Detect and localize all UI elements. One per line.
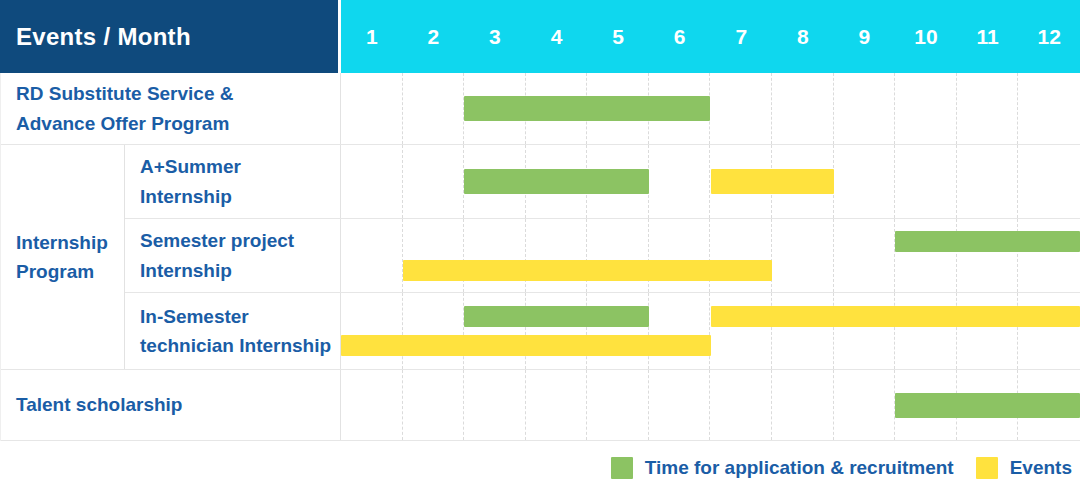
grid-cell — [957, 293, 1019, 369]
month-label-6: 6 — [649, 0, 711, 73]
bar-track — [341, 260, 1080, 281]
bar-track — [341, 231, 1080, 252]
label-line: A+Summer — [140, 152, 332, 181]
month-label-8: 8 — [772, 0, 834, 73]
row-semester-project: Semester projectInternship — [125, 219, 1080, 293]
month-label-10: 10 — [895, 0, 957, 73]
month-label-7: 7 — [710, 0, 772, 73]
semester-project-label: Semester projectInternship — [125, 219, 341, 292]
label-line: Advance Offer Program — [16, 109, 332, 138]
label-line: RD Substitute Service & — [16, 79, 332, 108]
application-swatch-icon — [611, 457, 633, 479]
row-talent-scholarship: Talent scholarship — [1, 370, 1080, 441]
gantt-bar-event — [341, 335, 711, 356]
grid-cell — [587, 293, 649, 369]
grid-cell — [834, 293, 896, 369]
month-label-12: 12 — [1018, 0, 1080, 73]
label-line: Internship — [140, 182, 332, 211]
a-summer-label: A+SummerInternship — [125, 145, 341, 218]
label-line: Program — [16, 257, 118, 286]
month-label-4: 4 — [526, 0, 588, 73]
gantt-bar-event — [403, 260, 773, 281]
rd-substitute-label: RD Substitute Service &Advance Offer Pro… — [1, 73, 341, 144]
legend: Time for application & recruitment Events — [0, 441, 1080, 494]
grid-cell — [526, 293, 588, 369]
grid-cell — [772, 293, 834, 369]
in-semester-chart-cell — [341, 293, 1080, 369]
gantt-bar-application — [895, 393, 1080, 418]
label-line: Internship — [140, 256, 332, 285]
bar-track — [341, 96, 1080, 121]
label-line: technician Internship — [140, 331, 332, 360]
a-summer-chart-cell — [341, 145, 1080, 218]
month-label-9: 9 — [834, 0, 896, 73]
legend-item-application: Time for application & recruitment — [611, 457, 954, 479]
legend-label-event: Events — [1010, 457, 1072, 479]
month-header-cells: 123456789101112 — [341, 0, 1080, 73]
in-semester-label: In-Semestertechnician Internship — [125, 293, 341, 369]
label-line: Internship — [16, 228, 118, 257]
label-line: Semester project — [140, 226, 332, 255]
row-rd-substitute: RD Substitute Service &Advance Offer Pro… — [1, 73, 1080, 145]
gantt-bar-application — [895, 231, 1080, 252]
gantt-bar-application — [464, 306, 649, 327]
group-internship-program: InternshipProgramA+SummerInternshipSemes… — [1, 145, 1080, 370]
event-swatch-icon — [976, 457, 998, 479]
month-label-11: 11 — [957, 0, 1019, 73]
label-line: Talent scholarship — [16, 390, 332, 419]
bar-track — [341, 169, 1080, 194]
page-title: Events / Month — [16, 23, 191, 51]
bar-track — [341, 306, 1080, 327]
events-month-header-cell: Events / Month — [0, 0, 341, 73]
grid-cell — [649, 293, 711, 369]
month-label-5: 5 — [587, 0, 649, 73]
month-label-2: 2 — [403, 0, 465, 73]
semester-project-chart-cell — [341, 219, 1080, 292]
grid-cell — [403, 293, 465, 369]
bar-track — [341, 393, 1080, 418]
group-rows: A+SummerInternshipSemester projectIntern… — [125, 145, 1080, 369]
month-gridlines — [341, 293, 1080, 369]
label-line: In-Semester — [140, 302, 332, 331]
talent-scholarship-label: Talent scholarship — [1, 370, 341, 440]
internship-program-label: InternshipProgram — [1, 145, 125, 369]
gantt-bar-event — [711, 169, 834, 194]
table-header: Events / Month 123456789101112 — [0, 0, 1080, 73]
grid-cell — [341, 293, 403, 369]
legend-label-application: Time for application & recruitment — [645, 457, 954, 479]
legend-item-event: Events — [976, 457, 1072, 479]
table-body: RD Substitute Service &Advance Offer Pro… — [0, 73, 1080, 441]
gantt-schedule-chart: Events / Month 123456789101112 RD Substi… — [0, 0, 1080, 494]
grid-cell — [464, 293, 526, 369]
grid-cell — [895, 293, 957, 369]
row-a-summer: A+SummerInternship — [125, 145, 1080, 219]
gantt-bar-application — [464, 96, 710, 121]
month-label-3: 3 — [464, 0, 526, 73]
grid-cell — [1018, 293, 1080, 369]
bar-track — [341, 335, 1080, 356]
rd-substitute-chart-cell — [341, 73, 1080, 144]
grid-cell — [710, 293, 772, 369]
gantt-bar-event — [711, 306, 1080, 327]
gantt-bar-application — [464, 169, 649, 194]
row-in-semester: In-Semestertechnician Internship — [125, 293, 1080, 369]
month-label-1: 1 — [341, 0, 403, 73]
talent-scholarship-chart-cell — [341, 370, 1080, 440]
